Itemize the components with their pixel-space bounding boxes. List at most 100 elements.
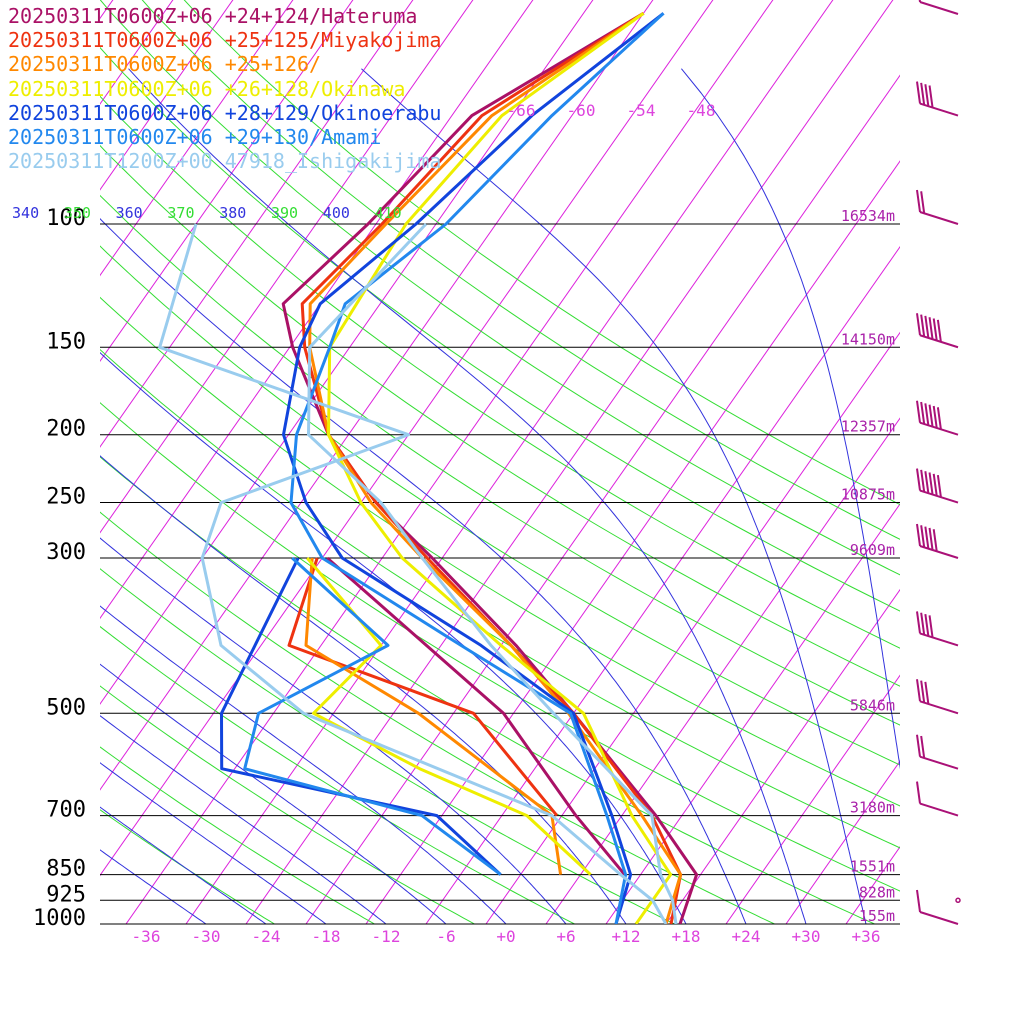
wind-barb-flag — [920, 401, 926, 425]
x-tick-label: +0 — [496, 927, 515, 946]
wind-barb-flag — [920, 314, 926, 337]
theta-label: 380 — [219, 204, 246, 222]
isotherm-line — [100, 0, 534, 620]
height-label: 828m — [859, 883, 895, 901]
wind-barb-flag — [920, 680, 926, 703]
isotherm-line — [605, 503, 900, 924]
isotherm-lines — [100, 0, 1024, 924]
isotherm-line — [100, 0, 354, 363]
isotherm-label: -60 — [567, 101, 596, 120]
isotherm-line — [305, 74, 900, 924]
wind-barb-staff — [919, 334, 959, 349]
wind-barb-flag — [916, 611, 921, 634]
wind-barb-staff — [919, 632, 959, 647]
moist-adiabat-line — [100, 806, 267, 924]
legend-entry-amami: 20250311T0600Z+06 +29+130/Amami — [8, 125, 382, 150]
isotherm-line — [100, 0, 474, 534]
wind-barb-calm — [955, 897, 961, 904]
moist-adiabat-line — [100, 663, 447, 924]
x-tick-label: -36 — [132, 927, 161, 946]
height-label: 16534m — [841, 207, 895, 225]
moist-adiabat-line — [128, 68, 807, 924]
wind-barb-flag — [936, 475, 942, 498]
wind-barb-flag — [916, 781, 921, 804]
axis-labels: 100 16534m 150 14150m 200 12357m 250 10875m 300 9… — [12, 101, 895, 946]
wind-barb-flag — [928, 615, 934, 638]
wind-barb-flag — [916, 81, 921, 104]
height-label: 155m — [859, 907, 895, 925]
x-tick-label: +6 — [556, 927, 575, 946]
pressure-label: 850 — [46, 857, 86, 882]
legend-entry-ishigakijima: 20250311T1200Z+00 47918_Ishigakijima — [8, 149, 442, 174]
x-tick-label: +12 — [612, 927, 641, 946]
isotherm-line — [100, 0, 234, 191]
theta-label: 340 — [12, 204, 39, 222]
x-tick-label: -12 — [372, 927, 401, 946]
wind-barb-flag — [924, 613, 930, 637]
wind-barb-flag — [916, 889, 921, 913]
wind-barb-flag — [916, 523, 921, 547]
pressure-label: 200 — [46, 417, 86, 442]
legend-entry-okinoerabu: 20250311T0600Z+06 +28+129/Okinoerabu — [8, 100, 442, 125]
dry-adiabat-line — [100, 144, 900, 687]
temperature-line-4 — [282, 12, 665, 924]
theta-label: 360 — [116, 204, 143, 222]
isotherm-line — [906, 0, 1024, 924]
wind-barb-flag — [924, 403, 930, 426]
wind-barb-flag — [932, 529, 938, 552]
dewpoint-line-2 — [304, 557, 563, 875]
dry-adiabat-line — [141, 0, 900, 540]
isotherm-line — [425, 245, 900, 924]
isotherm-label: -54 — [627, 101, 656, 120]
height-label: 14150m — [841, 330, 895, 348]
dry-adiabat-line — [100, 0, 900, 576]
x-tick-label: -24 — [252, 927, 281, 946]
dewpoint-line-3 — [306, 557, 592, 876]
x-tick-label: +36 — [852, 927, 881, 946]
dry-adiabat-line — [183, 0, 900, 506]
wind-barb-flag — [916, 313, 921, 336]
theta-label: 410 — [375, 204, 402, 222]
isotherm-line — [100, 0, 714, 877]
pressure-label: 500 — [46, 695, 86, 720]
isotherm-line — [545, 417, 900, 924]
wind-barb-staff — [919, 102, 959, 117]
isotherm-label: -48 — [687, 101, 716, 120]
dewpoint-line-0 — [326, 556, 626, 876]
theta-label: 370 — [167, 204, 194, 222]
temperature-line-5 — [289, 12, 665, 924]
wind-barb-flag — [928, 317, 934, 340]
legend: 20250311T0600Z+06 +24+124/Hateruma 20250… — [8, 4, 441, 173]
wind-barb-flag — [920, 469, 926, 493]
dry-adiabat-line — [100, 46, 900, 612]
moist-adiabat-line — [100, 218, 747, 924]
dry-adiabat-line — [100, 348, 900, 849]
wind-barb-flag — [920, 612, 926, 635]
wind-barb-staff — [919, 211, 959, 225]
moist-adiabat-line — [100, 849, 207, 924]
wind-barb-flag — [920, 735, 926, 759]
isotherm-line — [245, 0, 894, 924]
height-label: 12357m — [841, 418, 895, 436]
moist-adiabat-line — [100, 605, 507, 924]
wind-barb-flag — [918, 0, 921, 3]
dewpoint-line-6 — [158, 223, 668, 924]
isobar-lines — [100, 223, 900, 925]
wind-barb-staff — [919, 802, 959, 817]
moist-adiabat-line — [100, 715, 387, 924]
temperature-line-3 — [327, 12, 673, 924]
isotherm-line — [725, 674, 900, 924]
moist-adiabat-line — [100, 455, 627, 924]
x-tick-label: +24 — [732, 927, 761, 946]
wind-barb-flag — [924, 681, 930, 705]
dry-adiabat-line — [100, 746, 375, 924]
x-tick-label: +30 — [792, 927, 821, 946]
x-tick-label: -18 — [312, 927, 341, 946]
wind-barb-flag — [928, 472, 934, 495]
wind-barb-flag — [932, 405, 938, 429]
wind-barb-flag — [932, 318, 938, 341]
wind-barb-flag — [920, 82, 926, 106]
wind-barb-flag — [916, 679, 921, 702]
wind-barbs — [916, 0, 961, 925]
dry-adiabat-line — [100, 625, 575, 924]
